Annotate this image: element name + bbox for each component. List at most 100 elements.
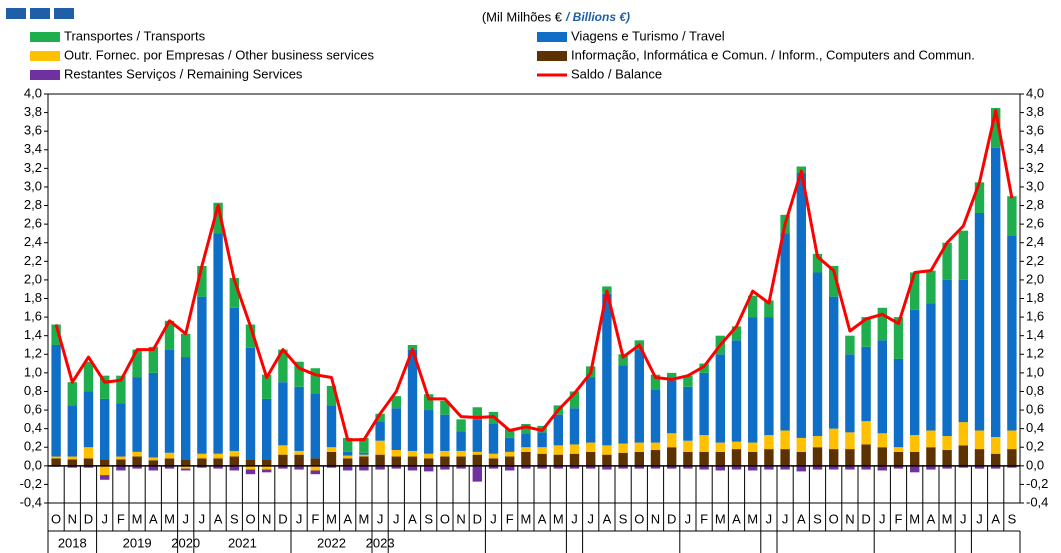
bar-segment	[942, 279, 952, 437]
bar-segment	[537, 432, 547, 448]
y2-tick-label: 1,8	[1026, 290, 1044, 305]
x-tick-label: M	[942, 511, 953, 526]
bar-segment	[618, 443, 628, 453]
x-tick-label: A	[149, 511, 158, 526]
year-label: 2019	[123, 535, 152, 550]
bar-segment	[877, 433, 887, 448]
x-tick-label: J	[296, 511, 303, 526]
bar-segment	[343, 455, 353, 459]
bar-segment	[861, 465, 871, 470]
x-tick-label: O	[440, 511, 450, 526]
bar-segment	[262, 459, 272, 466]
x-tick-label: A	[797, 511, 806, 526]
x-tick-label: M	[553, 511, 564, 526]
bar-segment	[1007, 196, 1017, 236]
bar-segment	[310, 393, 320, 459]
bar-segment	[602, 454, 612, 466]
x-tick-label: J	[571, 511, 578, 526]
x-tick-label: M	[164, 511, 175, 526]
bar-segment	[618, 452, 628, 466]
y-tick-label: 3,8	[24, 104, 42, 119]
bar-segment	[310, 470, 320, 475]
year-label: 2021	[228, 535, 257, 550]
bar-segment	[391, 396, 401, 409]
year-label: 2022	[317, 535, 346, 550]
bar-segment	[505, 451, 515, 457]
bar-segment	[845, 449, 855, 466]
bar-segment	[197, 458, 207, 466]
x-tick-label: F	[506, 511, 514, 526]
bar-segment	[245, 469, 256, 475]
bar-segment	[780, 465, 790, 470]
bar-segment	[812, 272, 823, 437]
x-tick-label: J	[587, 511, 594, 526]
bar-segment	[262, 469, 272, 473]
x-tick-label: N	[262, 511, 271, 526]
bar-segment	[391, 465, 401, 469]
bar-segment	[845, 335, 855, 355]
bar-segment	[310, 458, 320, 466]
y-tick-label: 2,4	[24, 234, 42, 249]
bar-segment	[505, 437, 515, 452]
bar-segment	[910, 272, 920, 310]
bar-segment	[667, 433, 677, 448]
y2-tick-label: 3,4	[1026, 141, 1044, 156]
bar-segment	[148, 346, 158, 373]
x-tick-label: J	[879, 511, 886, 526]
bar-segment	[974, 212, 985, 431]
bar-segment	[197, 265, 207, 297]
bar-segment	[505, 465, 515, 471]
y2-tick-label: 1,0	[1026, 364, 1044, 379]
bar-segment	[359, 465, 369, 471]
bar-segment	[326, 465, 337, 468]
bar-segment	[472, 451, 482, 455]
balance-line	[54, 109, 1014, 442]
bar-segment	[488, 458, 499, 466]
legend-label: Viagens e Turismo / Travel	[571, 28, 725, 43]
bar-segment	[731, 449, 742, 466]
bar-segment	[213, 458, 223, 466]
bar-segment	[748, 451, 758, 466]
bar-segment	[51, 456, 61, 459]
bar-segment	[375, 454, 385, 466]
bar-segment	[569, 465, 580, 469]
bar-segment	[958, 465, 968, 468]
bar-segment	[294, 361, 304, 387]
bar-segment	[213, 465, 223, 469]
year-label: 2018	[58, 535, 87, 550]
bar-segment	[861, 421, 871, 445]
bar-segment	[521, 433, 531, 448]
x-tick-label: J	[393, 511, 400, 526]
bar-segment	[100, 475, 110, 480]
bar-segment	[229, 456, 239, 466]
bar-segment	[586, 377, 596, 443]
bar-segment	[537, 447, 547, 454]
x-tick-label: M	[358, 511, 369, 526]
x-tick-label: O	[829, 511, 839, 526]
y2-tick-label: 0,8	[1026, 383, 1044, 398]
bar-segment	[245, 324, 256, 348]
bar-segment	[812, 465, 823, 470]
bar-segment	[910, 435, 920, 452]
bar-segment	[845, 465, 855, 470]
bar-segment	[164, 465, 175, 469]
bar-segment	[861, 317, 871, 347]
bar-segment	[893, 447, 904, 452]
bar-segment	[51, 324, 61, 345]
bar-segment	[699, 435, 709, 452]
x-tick-label: S	[230, 511, 239, 526]
bar-segment	[780, 430, 790, 450]
bar-segment	[310, 465, 320, 471]
bar-segment	[407, 349, 418, 451]
bar-segment	[893, 465, 904, 469]
bar-segment	[407, 344, 418, 350]
y2-tick-label: 2,4	[1026, 234, 1044, 249]
bar-segment	[569, 408, 580, 445]
bar-segment	[181, 357, 191, 460]
bar-segment	[83, 458, 94, 466]
bar-segment	[164, 452, 175, 459]
bar-segment	[764, 317, 774, 436]
x-tick-label: F	[117, 511, 125, 526]
bar-segment	[829, 449, 839, 466]
bar-segment	[861, 444, 871, 466]
